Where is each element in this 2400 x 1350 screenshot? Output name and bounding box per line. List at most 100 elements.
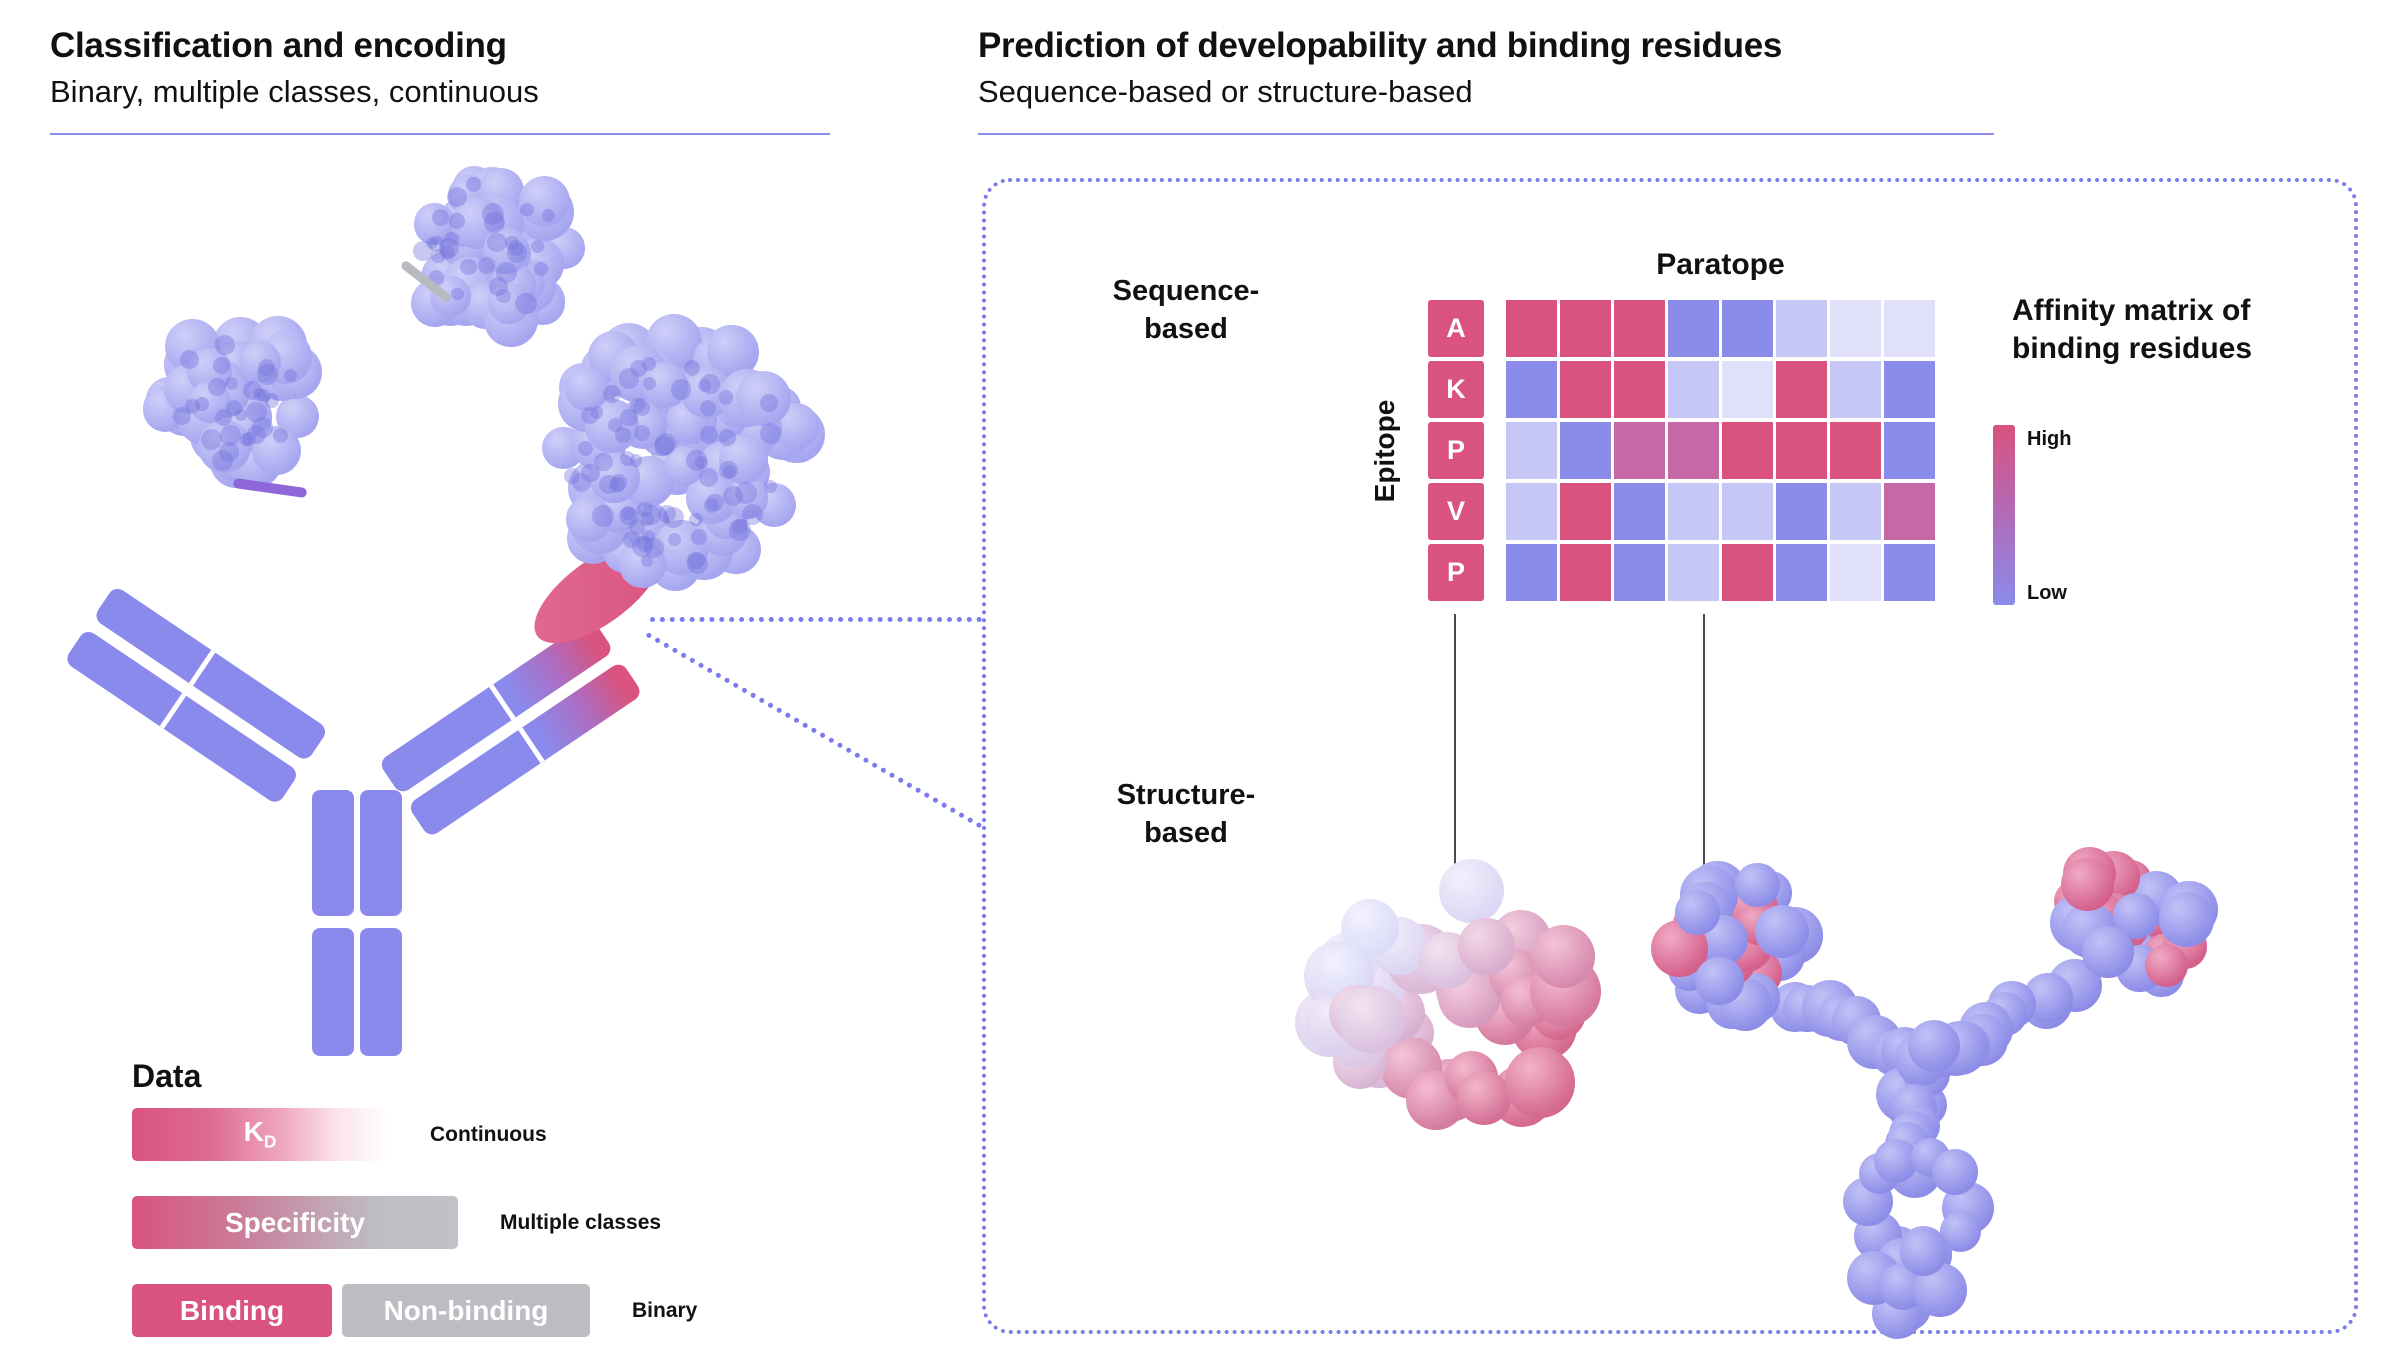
antigen-texture-dot: [594, 452, 613, 471]
antigen-texture-dot: [642, 356, 657, 372]
antigen-sphere: [619, 541, 667, 589]
connector-line-paratope: [1703, 614, 1705, 908]
antigen-texture-dot: [257, 358, 276, 377]
antigen-texture-dot: [508, 239, 525, 256]
antigen-texture-dot: [706, 493, 724, 512]
antigen-texture-dot: [564, 468, 581, 484]
left-panel-header: Classification and encoding Binary, mult…: [50, 26, 900, 110]
heatmap-cell: [1776, 422, 1827, 479]
antigen-texture-dot: [622, 530, 640, 548]
antigen-texture-dot: [591, 406, 604, 419]
antigen-texture-dot: [515, 292, 537, 315]
antigen-texture-dot: [690, 528, 707, 545]
heatmap-cell: [1668, 422, 1719, 479]
antigen-sphere: [482, 227, 530, 275]
heatmap-cell: [1506, 422, 1557, 479]
heatmap-cell: [1830, 361, 1881, 418]
structure-sphere: [1735, 863, 1780, 908]
antigen-texture-dot: [486, 232, 507, 253]
antigen-texture-dot: [642, 376, 657, 391]
structure-based-label: Structure- based: [1076, 776, 1296, 852]
antigen-texture-dot: [477, 257, 495, 275]
antigen-texture-dot: [572, 473, 591, 492]
antigen-sphere: [642, 362, 688, 408]
antigen-texture-dot: [640, 505, 661, 526]
antigen-sphere: [188, 380, 232, 424]
antigen-texture-dot: [719, 460, 738, 480]
epitope-sphere: [1456, 1070, 1512, 1126]
epitope-residue-label: P: [1428, 544, 1484, 601]
sequence-based-line2: based: [1144, 313, 1228, 345]
antigen-texture-dot: [432, 209, 449, 226]
affinity-legend-line2: binding residues: [2012, 332, 2253, 365]
antigen-texture-dot: [219, 425, 242, 447]
structure-based-line2: based: [1144, 817, 1228, 849]
continuous-note: Continuous: [430, 1122, 547, 1146]
antigen-texture-dot: [180, 349, 200, 369]
antigen-sphere: [238, 341, 282, 384]
antigen-texture-dot: [654, 433, 677, 455]
antigen-texture-dot: [226, 400, 243, 416]
epitope-sphere: [1458, 918, 1516, 976]
left-panel-subtitle: Binary, multiple classes, continuous: [50, 74, 539, 109]
antigen-texture-dot: [636, 536, 653, 553]
antigen-texture-dot: [577, 440, 594, 457]
legend-row-continuous: KD Continuous: [132, 1108, 547, 1161]
antigen-sphere: [566, 495, 613, 543]
structure-sphere: [1675, 890, 1720, 935]
antigen-texture-dot: [251, 416, 274, 439]
antigen-texture-dot: [641, 555, 654, 568]
heatmap-cell: [1884, 483, 1935, 540]
heatmap-cell: [1668, 483, 1719, 540]
affinity-colorbar: [1993, 425, 2015, 605]
epitope-residue-label: K: [1428, 361, 1484, 418]
antigen-texture-dot: [697, 379, 711, 393]
epitope-residue-label: V: [1428, 483, 1484, 540]
affinity-legend-title: Affinity matrix of binding residues: [2012, 292, 2332, 368]
left-panel-title: Classification and encoding: [50, 26, 507, 65]
antigen-texture-dot: [449, 213, 466, 230]
affinity-legend-line1: Affinity matrix of: [2012, 294, 2251, 327]
antigen-sphere: [588, 451, 640, 503]
antigen-sphere: [735, 370, 791, 426]
right-panel-header: Prediction of developability and binding…: [978, 26, 2078, 110]
callout-line-upper: [650, 617, 982, 622]
antigen-texture-dot: [689, 512, 703, 526]
antigen-texture-dot: [541, 208, 555, 222]
antigen-texture-dot: [607, 417, 623, 433]
structure-sphere: [2082, 926, 2134, 978]
antigen-texture-dot: [207, 377, 227, 397]
heatmap-cell: [1722, 544, 1773, 601]
antigen-texture-dot: [719, 429, 736, 446]
antigen-texture-dot: [242, 380, 263, 401]
antigen-texture-dot: [253, 388, 267, 402]
binding-label: Binding: [179, 1294, 285, 1326]
heatmap-cell: [1830, 544, 1881, 601]
right-panel-title: Prediction of developability and binding…: [978, 26, 1783, 65]
antigen-texture-dot: [662, 507, 684, 529]
antigen-texture-dot: [728, 518, 751, 541]
multiclass-note: Multiple classes: [500, 1210, 662, 1234]
antigen-texture-dot: [451, 287, 464, 300]
prediction-dashed-box: [982, 178, 2358, 1334]
antigen-texture-dot: [173, 407, 191, 425]
antigen-texture-dot: [741, 503, 764, 526]
epitope-residue-label: A: [1428, 300, 1484, 357]
antigen-texture-dot: [654, 435, 675, 456]
kd-gradient-bar: KD: [132, 1108, 388, 1161]
heatmap-cell: [1722, 483, 1773, 540]
binary-note: Binary: [632, 1298, 698, 1322]
antigen-texture-dot: [446, 186, 467, 207]
structure-sphere: [2159, 892, 2214, 947]
antigen-texture-dot: [466, 176, 482, 192]
heatmap-cell: [1884, 544, 1935, 601]
antigen-texture-dot: [257, 364, 279, 386]
heatmap-cell: [1668, 544, 1719, 601]
antigen-texture-dot: [273, 428, 289, 444]
structure-based-line1: Structure-: [1116, 779, 1256, 811]
antibody-antigen-illustration: [0, 0, 1000, 1350]
legend-row-binary: Binding Non-binding Binary: [132, 1284, 697, 1337]
antigen-texture-dot: [428, 236, 445, 253]
antigen-texture-dot: [699, 374, 721, 395]
antigen-texture-dot: [629, 454, 643, 467]
